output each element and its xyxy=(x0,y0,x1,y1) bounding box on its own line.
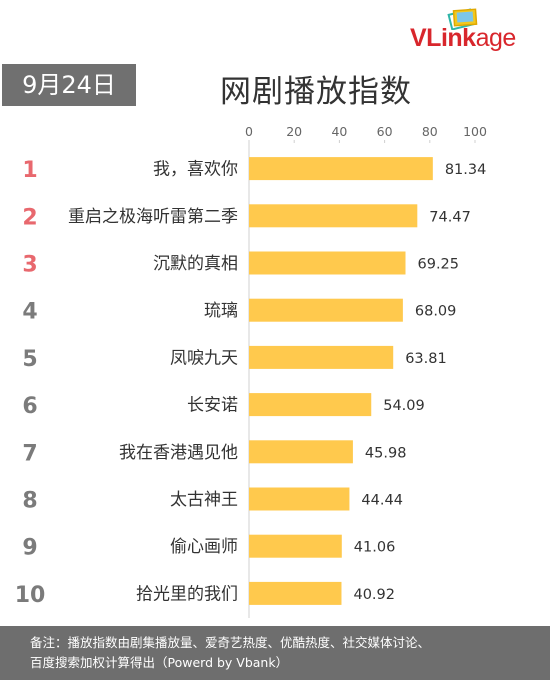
x-tick-label: 60 xyxy=(377,124,393,139)
bar xyxy=(249,534,342,558)
value-label: 45.98 xyxy=(365,445,407,461)
chart-title: 网剧播放指数 xyxy=(220,74,412,110)
x-tick-label: 80 xyxy=(422,124,438,139)
footer-note: 备注：播放指数由剧集播放量、爱奇艺热度、优酷热度、社交媒体讨论、 百度搜索加权计… xyxy=(0,626,550,680)
x-tick-label: 100 xyxy=(463,124,487,139)
value-label: 41.06 xyxy=(354,540,396,556)
value-label: 63.81 xyxy=(405,351,447,367)
value-label: 68.09 xyxy=(415,304,457,320)
bar xyxy=(249,298,403,322)
category-label: 我在香港遇见他 xyxy=(119,443,238,463)
bar xyxy=(249,204,418,228)
date-badge: 9月24日 xyxy=(2,64,136,106)
rank-number: 8 xyxy=(22,489,37,514)
category-label: 长安诺 xyxy=(187,396,238,416)
bar xyxy=(249,487,350,511)
rank-number: 5 xyxy=(22,347,37,372)
category-label: 重启之极海听雷第二季 xyxy=(68,207,238,227)
rank-number: 6 xyxy=(22,394,37,419)
x-tick-label: 20 xyxy=(286,124,302,139)
value-label: 44.44 xyxy=(361,493,403,509)
bar-chart: 0 20 40 60 80 100 81.34 我，喜欢你 1 74.47 重启之极海听雷第二季 2 6… xyxy=(15,124,487,618)
rank-number: 10 xyxy=(15,583,46,608)
category-label: 凤唳九天 xyxy=(170,348,238,368)
bar xyxy=(249,581,342,605)
footer-line-2: 百度搜索加权计算得出（Powerd by Vbank） xyxy=(30,655,289,670)
x-tick-label: 40 xyxy=(331,124,347,139)
bar xyxy=(249,440,353,464)
rank-number: 1 xyxy=(22,158,37,183)
x-tick-label: 0 xyxy=(245,124,253,139)
logo-main: VLink xyxy=(410,24,476,52)
value-label: 69.25 xyxy=(418,257,460,273)
rank-number: 9 xyxy=(22,536,37,561)
value-label: 54.09 xyxy=(383,398,425,414)
category-label: 琉璃 xyxy=(204,301,238,321)
rank-number: 7 xyxy=(22,441,37,466)
category-label: 偷心画师 xyxy=(170,537,238,557)
category-label: 太古神王 xyxy=(170,490,238,510)
category-label: 我，喜欢你 xyxy=(153,160,238,180)
rank-number: 3 xyxy=(22,253,37,278)
bar xyxy=(249,345,394,369)
bar xyxy=(249,393,372,417)
rank-number: 2 xyxy=(22,205,37,230)
logo-frames-icon xyxy=(447,8,478,30)
bar xyxy=(249,157,433,181)
category-label: 拾光里的我们 xyxy=(136,584,238,604)
vlinkage-logo: VLinkage xyxy=(410,6,538,52)
bar xyxy=(249,251,406,275)
value-label: 81.34 xyxy=(445,162,487,178)
rank-number: 4 xyxy=(22,300,37,325)
value-label: 40.92 xyxy=(353,587,395,603)
value-label: 74.47 xyxy=(429,209,471,225)
footer-line-1: 备注：播放指数由剧集播放量、爱奇艺热度、优酷热度、社交媒体讨论、 xyxy=(30,635,431,650)
category-label: 沉默的真相 xyxy=(153,254,238,274)
logo-tail: age xyxy=(475,24,517,52)
